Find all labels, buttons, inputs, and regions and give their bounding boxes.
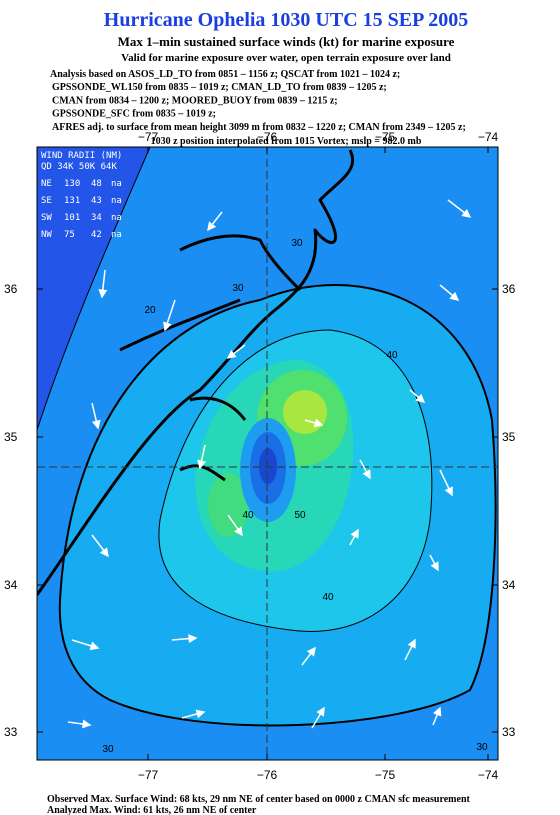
analysis-line: GPSSONDE_WL150 from 0835 – 1019 z; CMAN_… [52, 82, 387, 93]
lat-tick-label: 34 [502, 578, 516, 592]
radii-cell: na [111, 179, 122, 189]
contour-30 [58, 284, 497, 727]
lat-tick-label: 33 [4, 725, 18, 739]
wind-arrows [67, 199, 472, 729]
position-note: 1030 z position interpolated from 1015 V… [151, 136, 422, 147]
footer-line: Analyzed Max. Wind: 61 kts, 26 nm NE of … [47, 805, 257, 815]
lon-tick-label: −75 [375, 130, 396, 144]
contour-label: 40 [322, 592, 334, 603]
contour-label: 50 [294, 510, 306, 521]
lat-tick-label: 33 [502, 725, 516, 739]
lon-tick-label: −76 [257, 768, 278, 782]
subtitle: Max 1–min sustained surface winds (kt) f… [118, 34, 455, 49]
contour-label: 30 [232, 283, 244, 294]
radii-cell: 34 [91, 213, 102, 223]
lat-tick-label: 35 [4, 430, 18, 444]
eye-inner [259, 448, 277, 484]
lat-tick-label: 35 [502, 430, 516, 444]
lat-tick-label: 36 [502, 282, 516, 296]
analysis-block: Analysis based on ASOS_LD_TO from 0851 –… [50, 69, 466, 133]
radii-cell: SW [41, 213, 52, 223]
footer: Observed Max. Surface Wind: 68 kts, 29 n… [47, 794, 471, 815]
field-max [283, 390, 327, 434]
coastline [37, 149, 355, 596]
contour-label: 40 [386, 350, 398, 361]
contour-label: 30 [291, 238, 303, 249]
lon-tick-label: −77 [138, 768, 159, 782]
radii-cell: na [111, 230, 122, 240]
radii-cell: 48 [91, 179, 102, 189]
axis-ticks: −77 −77 −76 −76 −75 −75 −74 −74 36 36 35 35 34 34 33 33 [4, 130, 516, 782]
lat-tick-label: 34 [4, 578, 18, 592]
radii-cell: 42 [91, 230, 102, 240]
wind-radii-box: WIND RADII (NM)QD 34K 50K 64K NE 130 48 na SE… [41, 151, 122, 240]
lon-tick-label: −74 [478, 130, 499, 144]
contour-40 [158, 329, 433, 632]
analysis-line: Analysis based on ASOS_LD_TO from 0851 –… [50, 69, 400, 80]
exposure-note: Valid for marine exposure over water, op… [121, 52, 451, 64]
analysis-line: GPSSONDE_SFC from 0835 – 1019 z; [52, 109, 216, 120]
wind-field: WIND RADII (NM)QD 34K 50K 64K NE 130 48 na SE… [37, 147, 498, 760]
contour-label: 40 [242, 510, 254, 521]
footer-line: Observed Max. Surface Wind: 68 kts, 29 n… [47, 794, 471, 805]
contour-label: 30 [102, 744, 114, 755]
analysis-line: AFRES adj. to surface from mean height 3… [52, 122, 466, 133]
radii-title: WIND RADII (NM) [41, 151, 122, 161]
contour-label: 30 [476, 742, 488, 753]
lon-tick-label: −74 [478, 768, 499, 782]
field-60-sw [208, 473, 248, 537]
radii-cell: 101 [64, 213, 80, 223]
contour-label: 20 [144, 305, 156, 316]
radii-header: QD 34K 50K 64K [41, 162, 117, 172]
radii-cell: na [111, 213, 122, 223]
lon-tick-label: −77 [138, 130, 159, 144]
lon-tick-label: −76 [257, 130, 278, 144]
radii-cell: 43 [91, 196, 102, 206]
radii-cell: 131 [64, 196, 80, 206]
title: Hurricane Ophelia 1030 UTC 15 SEP 2005 [104, 9, 468, 31]
contour-labels: 30 30 20 40 50 40 40 30 30 [102, 238, 488, 755]
radii-cell: na [111, 196, 122, 206]
radii-cell: SE [41, 196, 52, 206]
analysis-line: CMAN from 0834 – 1200 z; MOORED_BUOY fro… [52, 95, 338, 106]
radii-cell: NW [41, 230, 52, 240]
radii-cell: 75 [64, 230, 75, 240]
lat-tick-label: 36 [4, 282, 18, 296]
contour-20 [37, 147, 151, 431]
lon-tick-label: −75 [375, 768, 396, 782]
radii-cell: 130 [64, 179, 80, 189]
radii-cell: NE [41, 179, 52, 189]
